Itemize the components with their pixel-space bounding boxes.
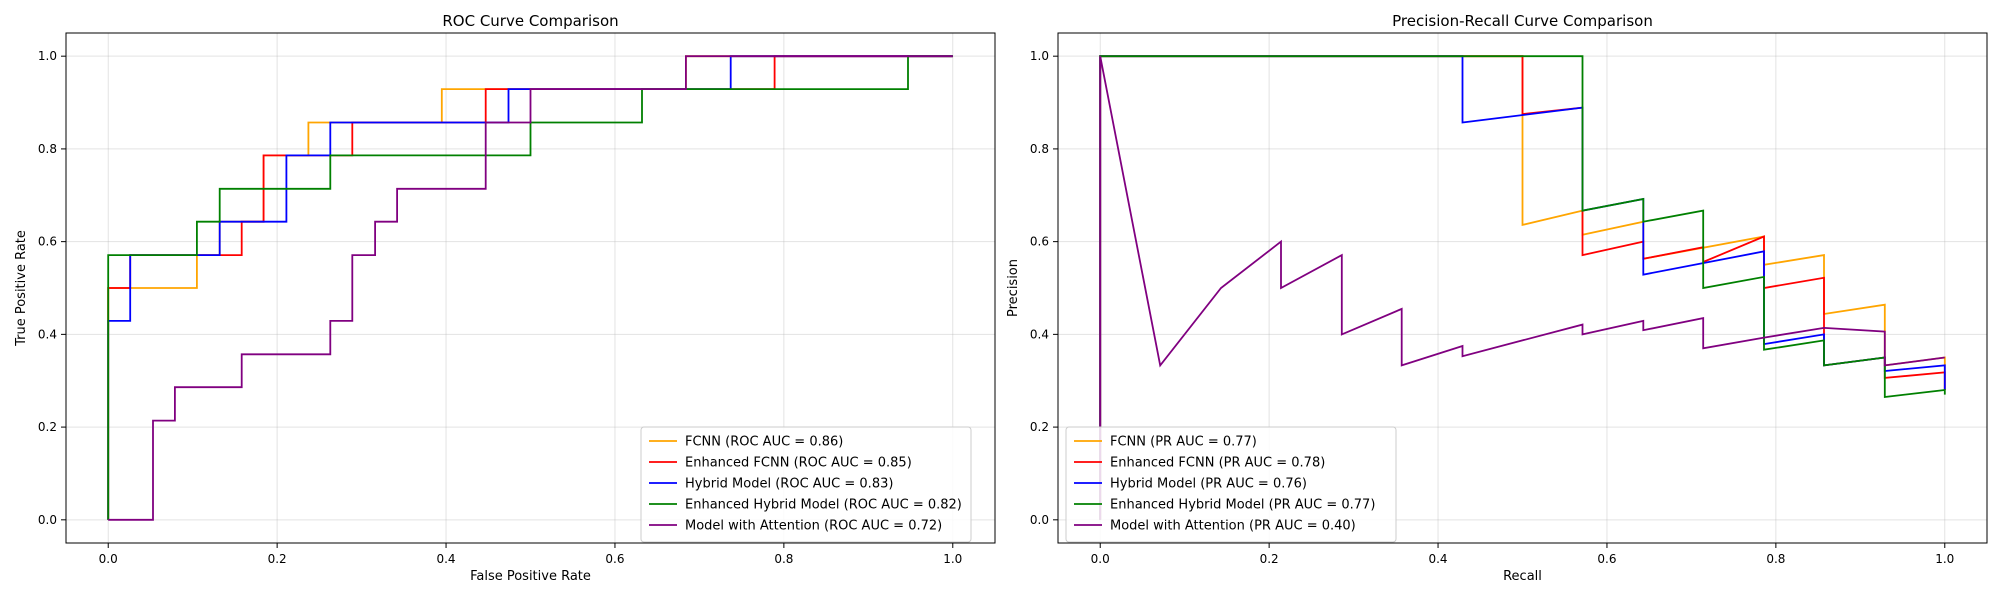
- pr-y-tick-label: 0.0: [1030, 513, 1049, 527]
- pr-series: [1099, 55, 1946, 520]
- roc-y-tick-label: 0.8: [38, 142, 57, 156]
- roc-panel: 0.0 0.2 0.4 0.6 0.8 1.0 0.0 0.2 0.4 0.6 0.8 1.0 ROC…: [14, 12, 996, 584]
- roc-legend-entry: Hybrid Model (ROC AUC = 0.83): [685, 477, 893, 492]
- roc-legend-frame: [640, 426, 972, 543]
- pr-panel: 0.0 0.2 0.4 0.6 0.8 1.0 0.0 0.2 0.4 0.6 0.8 1.0 Pre…: [1006, 12, 1988, 584]
- pr-legend-entry: Hybrid Model (PR AUC = 0.76): [1110, 477, 1307, 492]
- pr-y-tick-label: 0.2: [1030, 420, 1049, 434]
- roc-series: [107, 55, 953, 521]
- pr-y-tick-label: 0.8: [1030, 142, 1049, 156]
- pr-x-tick-label: 0.8: [1766, 552, 1785, 566]
- pr-ticks: 0.0 0.2 0.4 0.6 0.8 1.0 0.0 0.2 0.4 0.6 0.8 1.0: [1030, 49, 1954, 566]
- roc-ticks: 0.0 0.2 0.4 0.6 0.8 1.0 0.0 0.2 0.4 0.6 0.8 1.0: [38, 49, 962, 566]
- roc-legend-entry: Enhanced FCNN (ROC AUC = 0.85): [685, 456, 912, 471]
- roc-x-tick-label: 0.0: [99, 552, 118, 566]
- pr-x-tick-label: 0.0: [1091, 552, 1110, 566]
- roc-legend-entry: Enhanced Hybrid Model (ROC AUC = 0.82): [685, 498, 962, 513]
- roc-x-axis-label: False Positive Rate: [470, 569, 591, 584]
- pr-legend: FCNN (PR AUC = 0.77) Enhanced FCNN (PR AU…: [1065, 426, 1397, 543]
- pr-x-tick-label: 0.4: [1428, 552, 1447, 566]
- roc-plot-frame: [65, 32, 996, 544]
- roc-y-axis-label: True Positive Rate: [14, 230, 29, 347]
- pr-x-tick-label: 1.0: [1935, 552, 1954, 566]
- roc-y-tick-label: 1.0: [38, 49, 57, 63]
- roc-series-line-4: [108, 55, 953, 521]
- roc-grid: [66, 33, 995, 543]
- roc-x-tick-label: 0.6: [605, 552, 624, 566]
- pr-series-line-4: [1099, 56, 1945, 520]
- roc-legend: FCNN (ROC AUC = 0.86) Enhanced FCNN (ROC …: [640, 426, 972, 543]
- pr-y-tick-label: 0.4: [1030, 327, 1049, 341]
- pr-y-tick-label: 1.0: [1030, 49, 1049, 63]
- pr-x-tick-label: 0.2: [1260, 552, 1279, 566]
- pr-y-axis-label: Precision: [1006, 259, 1021, 317]
- roc-x-tick-label: 0.2: [268, 552, 287, 566]
- roc-y-tick-label: 0.6: [38, 235, 57, 249]
- pr-legend-entry: Enhanced Hybrid Model (PR AUC = 0.77): [1110, 498, 1375, 513]
- roc-y-tick-label: 0.2: [38, 420, 57, 434]
- pr-legend-frame: [1065, 426, 1397, 543]
- roc-legend-entry: Model with Attention (ROC AUC = 0.72): [685, 519, 942, 534]
- pr-legend-entry: FCNN (PR AUC = 0.77): [1110, 435, 1257, 450]
- roc-y-tick-label: 0.4: [38, 327, 57, 341]
- roc-x-tick-label: 0.4: [436, 552, 455, 566]
- roc-x-tick-label: 1.0: [943, 552, 962, 566]
- pr-series-line-3: [1099, 55, 1946, 520]
- roc-x-tick-label: 0.8: [774, 552, 793, 566]
- pr-title: Precision-Recall Curve Comparison: [1392, 12, 1653, 30]
- pr-legend-entry: Enhanced FCNN (PR AUC = 0.78): [1110, 456, 1325, 471]
- pr-x-axis-label: Recall: [1503, 569, 1542, 584]
- pr-x-tick-label: 0.6: [1597, 552, 1616, 566]
- roc-legend-entry: FCNN (ROC AUC = 0.86): [685, 435, 843, 450]
- roc-series-line-3: [107, 55, 953, 520]
- pr-y-tick-label: 0.6: [1030, 235, 1049, 249]
- roc-y-tick-label: 0.0: [38, 513, 57, 527]
- pr-plot-frame: [1057, 32, 1988, 544]
- pr-legend-entry: Model with Attention (PR AUC = 0.40): [1110, 519, 1356, 534]
- roc-title: ROC Curve Comparison: [442, 12, 618, 30]
